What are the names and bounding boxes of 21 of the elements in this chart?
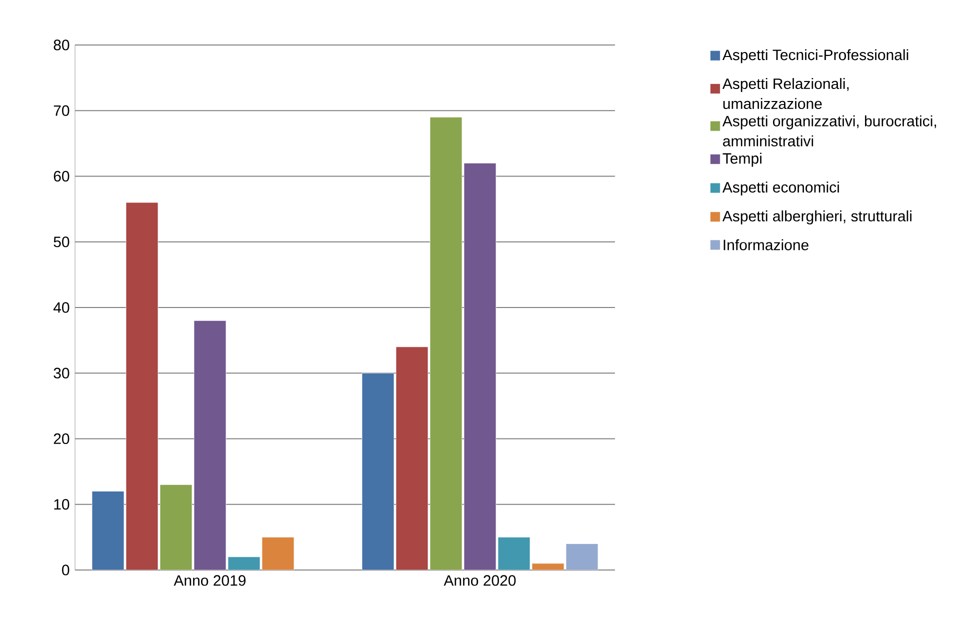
legend-label: Tempi <box>722 152 762 167</box>
legend-label: Aspetti Relazionali, umanizzazione <box>722 78 849 110</box>
y-tick-label: 60 <box>54 170 70 182</box>
y-tick-label: 70 <box>54 105 70 116</box>
legend-label: Aspetti Tecnici-Professionali <box>722 49 908 64</box>
legend-label: Aspetti alberghieri, strutturali <box>722 210 912 224</box>
y-tick-label: 20 <box>54 433 70 444</box>
legend-label: Aspetti economici <box>722 182 839 196</box>
y-tick-label: 10 <box>54 499 70 510</box>
bar <box>228 556 260 570</box>
y-tick-label: 40 <box>53 302 70 313</box>
y-tick-label: 0 <box>62 564 70 576</box>
bar <box>262 536 294 570</box>
x-tick-label: Anno 2019 <box>174 575 246 586</box>
y-tick-label: 80 <box>54 40 70 50</box>
y-tick-label: 50 <box>54 236 70 248</box>
legend-label: Aspetti organizzativi, burocratici, amministrativi <box>722 115 936 146</box>
x-tick-label: Anno 2020 <box>444 575 516 586</box>
legend-label: Informazione <box>724 239 808 250</box>
bar <box>498 536 530 570</box>
y-tick-label: 30 <box>54 368 70 378</box>
